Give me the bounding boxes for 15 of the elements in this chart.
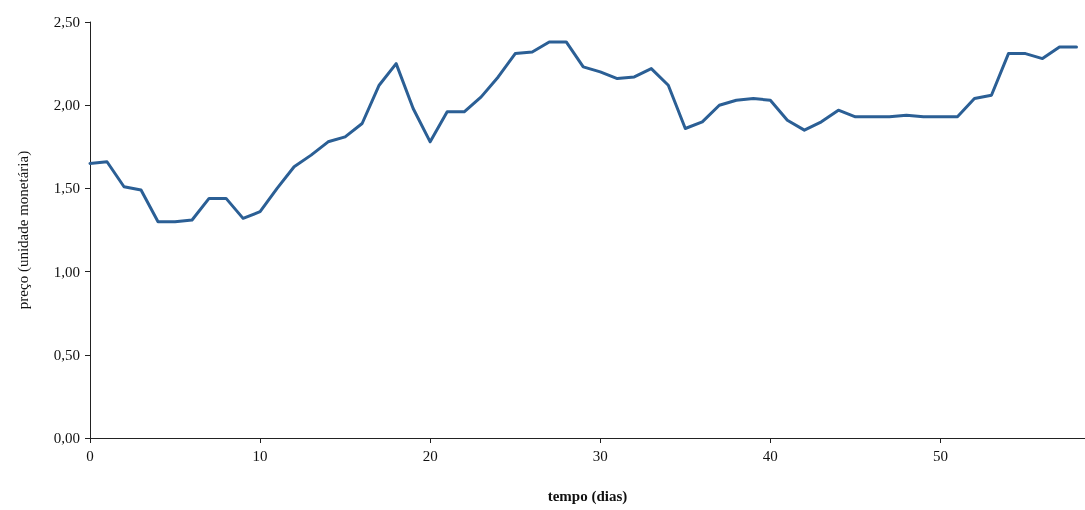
y-tick-label: 0,00: [53, 430, 80, 446]
x-tick-label: 10: [252, 447, 268, 464]
x-tick-label: 50: [932, 447, 948, 464]
y-tick-label: 0,50: [53, 346, 80, 363]
x-tick-label: 0: [86, 447, 94, 464]
y-tick-label: 1,50: [53, 180, 80, 197]
y-tick-label: 2,00: [53, 97, 80, 114]
line-series: [88, 40, 1078, 224]
y-axis-title: preço (unidade monetária): [14, 150, 32, 310]
y-tick-label: 2,50: [53, 14, 80, 30]
x-tick-label: 20: [422, 447, 438, 464]
y-tick-label: 1,00: [53, 263, 80, 280]
x-axis-title: tempo (dias): [547, 487, 628, 505]
x-tick-label: 40: [762, 447, 778, 464]
x-tick-label: 30: [592, 447, 608, 464]
